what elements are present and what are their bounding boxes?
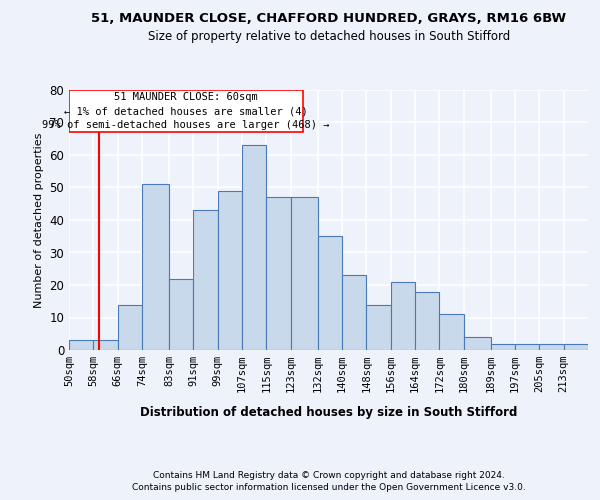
Bar bbox=[290, 197, 318, 350]
Bar bbox=[69, 340, 93, 350]
Bar bbox=[342, 275, 367, 350]
Bar bbox=[367, 304, 391, 350]
Text: Contains HM Land Registry data © Crown copyright and database right 2024.: Contains HM Land Registry data © Crown c… bbox=[153, 472, 505, 480]
FancyBboxPatch shape bbox=[69, 90, 303, 132]
Text: Size of property relative to detached houses in South Stifford: Size of property relative to detached ho… bbox=[148, 30, 510, 43]
Bar bbox=[318, 236, 342, 350]
Bar bbox=[169, 278, 193, 350]
Text: 51 MAUNDER CLOSE: 60sqm: 51 MAUNDER CLOSE: 60sqm bbox=[114, 92, 258, 102]
Bar bbox=[266, 197, 290, 350]
Bar bbox=[391, 282, 415, 350]
Bar bbox=[539, 344, 564, 350]
Y-axis label: Number of detached properties: Number of detached properties bbox=[34, 132, 44, 308]
Bar bbox=[515, 344, 539, 350]
Bar bbox=[439, 314, 464, 350]
Bar bbox=[142, 184, 169, 350]
Bar bbox=[93, 340, 118, 350]
Bar bbox=[218, 190, 242, 350]
Bar bbox=[464, 337, 491, 350]
Bar bbox=[491, 344, 515, 350]
Text: Distribution of detached houses by size in South Stifford: Distribution of detached houses by size … bbox=[140, 406, 517, 419]
Text: 99% of semi-detached houses are larger (468) →: 99% of semi-detached houses are larger (… bbox=[42, 120, 329, 130]
Text: Contains public sector information licensed under the Open Government Licence v3: Contains public sector information licen… bbox=[132, 482, 526, 492]
Bar bbox=[564, 344, 588, 350]
Bar bbox=[242, 145, 266, 350]
Text: 51, MAUNDER CLOSE, CHAFFORD HUNDRED, GRAYS, RM16 6BW: 51, MAUNDER CLOSE, CHAFFORD HUNDRED, GRA… bbox=[91, 12, 566, 26]
Bar bbox=[118, 304, 142, 350]
Bar bbox=[193, 210, 218, 350]
Text: ← 1% of detached houses are smaller (4): ← 1% of detached houses are smaller (4) bbox=[64, 106, 308, 116]
Bar bbox=[415, 292, 439, 350]
